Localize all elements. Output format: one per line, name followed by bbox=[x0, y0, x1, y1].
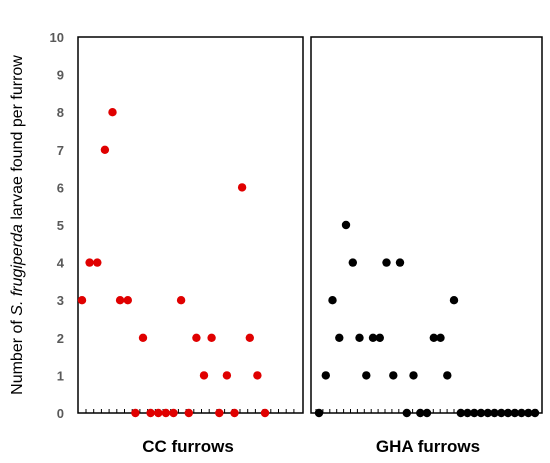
panel-cc-label: CC furrows bbox=[142, 437, 234, 456]
point-gha-15 bbox=[416, 408, 425, 418]
point-gha-13 bbox=[402, 408, 411, 418]
point-gha-4 bbox=[341, 220, 351, 230]
point-cc-14 bbox=[184, 408, 193, 418]
y-tick-label-1: 1 bbox=[57, 368, 64, 383]
point-cc-7 bbox=[131, 408, 140, 418]
point-cc-16 bbox=[199, 371, 209, 380]
point-cc-20 bbox=[230, 408, 239, 418]
y-tick-label-0: 0 bbox=[57, 406, 64, 421]
point-cc-19 bbox=[222, 371, 232, 380]
point-gha-19 bbox=[443, 371, 452, 380]
point-cc-1 bbox=[85, 258, 94, 267]
point-cc-21 bbox=[237, 183, 247, 192]
point-cc-22 bbox=[245, 333, 254, 342]
point-gha-18 bbox=[436, 333, 445, 342]
y-tick-label-10: 10 bbox=[50, 30, 64, 45]
point-cc-18 bbox=[215, 408, 224, 418]
point-gha-8 bbox=[368, 333, 378, 342]
point-gha-28 bbox=[503, 408, 513, 418]
point-gha-29 bbox=[510, 408, 519, 418]
point-cc-9 bbox=[146, 408, 155, 418]
point-gha-30 bbox=[517, 408, 526, 418]
panel-cc-points bbox=[77, 108, 270, 418]
point-gha-3 bbox=[335, 333, 344, 342]
point-gha-26 bbox=[490, 408, 499, 418]
point-gha-9 bbox=[375, 333, 384, 342]
y-tick-label-2: 2 bbox=[57, 331, 64, 346]
y-axis-ticks: 0 1 2 3 4 5 6 7 8 9 10 bbox=[50, 30, 65, 421]
point-gha-22 bbox=[463, 408, 472, 418]
point-gha-20 bbox=[449, 296, 459, 305]
point-gha-25 bbox=[483, 408, 492, 418]
y-tick-label-8: 8 bbox=[57, 105, 64, 120]
point-cc-0 bbox=[77, 296, 87, 305]
point-cc-4 bbox=[108, 108, 117, 117]
point-gha-32 bbox=[530, 408, 540, 418]
point-gha-6 bbox=[355, 333, 364, 342]
y-tick-label-5: 5 bbox=[57, 218, 64, 233]
point-gha-21 bbox=[456, 408, 465, 418]
point-gha-11 bbox=[389, 371, 398, 380]
point-gha-2 bbox=[328, 296, 337, 305]
point-gha-17 bbox=[429, 333, 438, 342]
point-gha-0 bbox=[314, 408, 324, 418]
point-cc-15 bbox=[192, 333, 201, 342]
panel-gha-points bbox=[314, 220, 540, 418]
point-cc-11 bbox=[161, 408, 171, 418]
point-gha-5 bbox=[348, 258, 357, 267]
point-gha-14 bbox=[409, 371, 418, 380]
point-cc-13 bbox=[176, 296, 186, 305]
point-gha-31 bbox=[524, 408, 533, 418]
y-tick-label-4: 4 bbox=[57, 256, 65, 271]
point-cc-3 bbox=[100, 145, 110, 154]
point-cc-5 bbox=[115, 296, 125, 305]
point-gha-7 bbox=[362, 371, 371, 380]
point-cc-6 bbox=[123, 296, 132, 305]
point-cc-17 bbox=[207, 333, 216, 342]
point-cc-24 bbox=[260, 408, 270, 418]
point-gha-24 bbox=[476, 408, 486, 418]
point-gha-10 bbox=[382, 258, 391, 267]
panel-gha-label: GHA furrows bbox=[376, 437, 480, 456]
point-gha-1 bbox=[321, 371, 330, 380]
y-tick-label-7: 7 bbox=[57, 143, 64, 158]
point-gha-12 bbox=[395, 258, 405, 267]
point-cc-23 bbox=[253, 371, 262, 380]
point-gha-23 bbox=[470, 408, 479, 418]
y-tick-label-9: 9 bbox=[57, 68, 64, 83]
point-cc-10 bbox=[154, 408, 163, 418]
y-axis-label: Number of S. frugiperda larvae found per… bbox=[9, 55, 26, 395]
panel-cc-frame bbox=[77, 36, 304, 414]
point-gha-16 bbox=[422, 408, 432, 418]
y-tick-label-3: 3 bbox=[57, 293, 64, 308]
point-cc-8 bbox=[138, 333, 148, 342]
point-cc-12 bbox=[169, 408, 178, 418]
y-tick-label-6: 6 bbox=[57, 180, 64, 195]
point-cc-2 bbox=[93, 258, 102, 267]
point-gha-27 bbox=[497, 408, 506, 418]
